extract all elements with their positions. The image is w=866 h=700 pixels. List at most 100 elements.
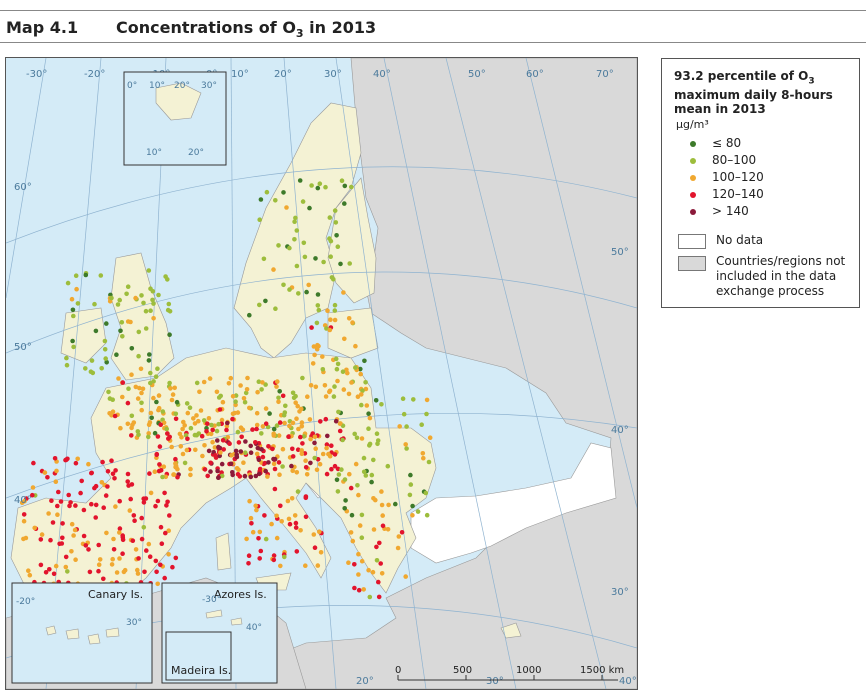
station-point [303,563,308,568]
station-point [169,397,175,403]
station-point [210,427,215,433]
station-point [154,569,159,575]
station-point [246,553,252,558]
station-point [141,300,146,306]
station-point [342,201,347,206]
station-point [374,431,380,437]
station-point [173,461,178,466]
station-point [300,375,305,381]
not-included-line1: Countries/regions not [716,254,846,268]
station-point [271,267,276,272]
station-point [315,185,321,191]
station-point [303,495,309,501]
station-point [289,496,295,501]
station-point [309,183,314,188]
station-point [151,395,156,401]
station-point [342,477,348,482]
station-point [208,469,213,474]
legend-swatch-no-data [678,234,706,249]
station-point [332,384,337,389]
station-point [139,390,144,396]
legend-title-line3: mean in 2013 [674,102,766,117]
station-point [257,302,262,308]
station-point [308,460,313,466]
station-point [350,320,355,325]
station-point [38,537,44,542]
station-point [274,423,280,428]
station-point [210,439,215,445]
station-point [241,460,246,466]
station-point [410,503,415,509]
station-point [178,444,184,449]
station-point [324,445,329,451]
station-point [312,434,318,440]
station-point [352,562,357,567]
legend-title-text1: 93.2 percentile of O [674,69,809,83]
station-point [332,308,338,313]
canary-frame [11,582,153,684]
station-point [343,498,348,503]
station-point [120,334,125,339]
station-point [97,557,103,562]
station-point [338,261,343,267]
station-point [424,512,430,518]
station-point [130,538,136,543]
station-point [295,489,301,494]
station-point [175,474,180,480]
station-point [119,320,125,325]
station-point [233,402,238,408]
station-point [369,472,375,478]
station-point [215,438,220,443]
parallel-60 [6,166,637,244]
legend-title-sub: 3 [808,76,815,87]
station-point [263,382,268,387]
station-point [262,460,268,466]
meridian-20 [335,58,427,689]
station-point [146,434,151,440]
svalbard-lbl-5: 10° [146,148,162,158]
station-point [327,388,333,394]
station-point [143,308,149,314]
station-point [214,389,220,395]
station-point [314,320,320,326]
madeira-frame [165,631,232,681]
station-point [112,413,118,419]
station-point [226,381,232,386]
grat-bottom-1: 20° [356,676,374,687]
station-point [182,460,188,466]
map-canvas: -30° -20° -10° 0° 10° 20° 30° 40° 50° 60… [6,58,637,689]
grat-top-8: 40° [373,69,391,80]
grat-bottom-3: 40° [619,676,637,687]
station-point [47,567,52,572]
station-point [258,197,264,202]
station-point [71,533,76,538]
station-point [87,569,93,575]
legend-swatch-not-included [678,256,706,271]
not-included-line3: exchange process [716,284,825,298]
station-point [254,451,260,457]
station-point [256,457,262,463]
station-point [230,411,236,417]
station-point [274,513,279,519]
station-point [125,471,131,477]
station-point [272,486,278,492]
station-point [316,307,322,313]
station-point [120,533,125,538]
station-point [207,376,213,381]
grat-left-2: 50° [14,342,32,353]
station-point [294,470,300,475]
station-point [236,440,242,445]
legend-title: 93.2 percentile of O3 maximum daily 8-ho… [674,69,854,116]
station-point [259,431,264,436]
station-point [408,472,413,478]
station-point [138,366,144,372]
station-point [205,473,210,479]
station-point [253,440,258,445]
station-point [404,446,409,451]
station-point [260,424,266,429]
station-point [312,352,317,358]
station-point [136,556,141,561]
station-point [300,199,306,204]
station-point [247,405,252,411]
station-point [302,254,308,260]
